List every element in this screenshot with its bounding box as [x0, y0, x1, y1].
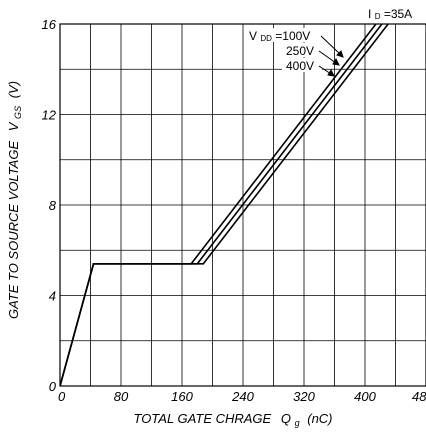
series-label-bg-3: [282, 58, 322, 72]
x-axis-title: TOTAL GATE CHRAGE Q g (nC): [133, 411, 332, 429]
curves: [60, 24, 390, 386]
arrowhead-100v: [336, 50, 344, 58]
x-tick-labels: 0 80 160 240 320 400 480: [58, 389, 426, 404]
series-label-sub: DD: [260, 34, 272, 43]
x-axis-unit: (nC): [307, 411, 332, 426]
y-axis-symbol-sub: GS: [13, 106, 23, 119]
condition-prefix: I: [368, 7, 371, 21]
series-line-2: [60, 24, 390, 386]
x-tick-label: 80: [114, 389, 129, 404]
series-label-bg-2: [282, 43, 322, 57]
y-axis-title-text: GATE TO SOURCE VOLTAGE: [6, 141, 21, 320]
y-axis-symbol: V: [6, 121, 21, 131]
condition-label-bg: [365, 6, 423, 20]
arrowhead-250v: [332, 57, 340, 66]
series-label-bg-1: [246, 28, 322, 42]
y-axis-title: GATE TO SOURCE VOLTAGE V GS (V): [6, 81, 24, 319]
x-tick-label: 320: [293, 389, 315, 404]
y-tick-labels: 0 4 8 12 16: [42, 17, 57, 394]
condition-sub: D: [375, 12, 381, 21]
x-tick-label: 160: [171, 389, 193, 404]
y-tick-label: 0: [49, 379, 57, 394]
series-label-100v: V DD =100V: [249, 29, 310, 44]
series-label-400v: 400V: [286, 59, 314, 73]
arrowhead-400v: [327, 68, 335, 77]
condition-label: I D =35A: [368, 7, 412, 22]
series-label-250v: 250V: [286, 44, 314, 58]
series-leaders: [318, 35, 344, 77]
plot-frame: [59, 23, 426, 387]
x-tick-label: 240: [231, 389, 254, 404]
x-tick-label: 400: [354, 389, 376, 404]
series-label-prefix: V: [249, 29, 257, 43]
x-axis-symbol: Q: [281, 411, 291, 426]
leader-100v: [320, 35, 341, 55]
x-axis-title-text: TOTAL GATE CHRAGE: [133, 411, 271, 426]
y-tick-label: 16: [42, 17, 57, 32]
series-line-0: [60, 24, 377, 386]
x-axis-symbol-sub: g: [295, 418, 300, 428]
series-label-1-text: =100V: [275, 29, 310, 43]
y-tick-label: 8: [49, 198, 57, 213]
x-tick-label: 0: [58, 389, 66, 404]
leader-250v: [318, 50, 337, 64]
y-tick-label: 12: [42, 108, 57, 123]
x-tick-label: 480: [412, 389, 426, 404]
condition-text: =35A: [384, 7, 412, 21]
y-axis-unit: (V): [6, 81, 21, 98]
y-tick-label: 4: [49, 289, 56, 304]
grid: [60, 24, 426, 386]
